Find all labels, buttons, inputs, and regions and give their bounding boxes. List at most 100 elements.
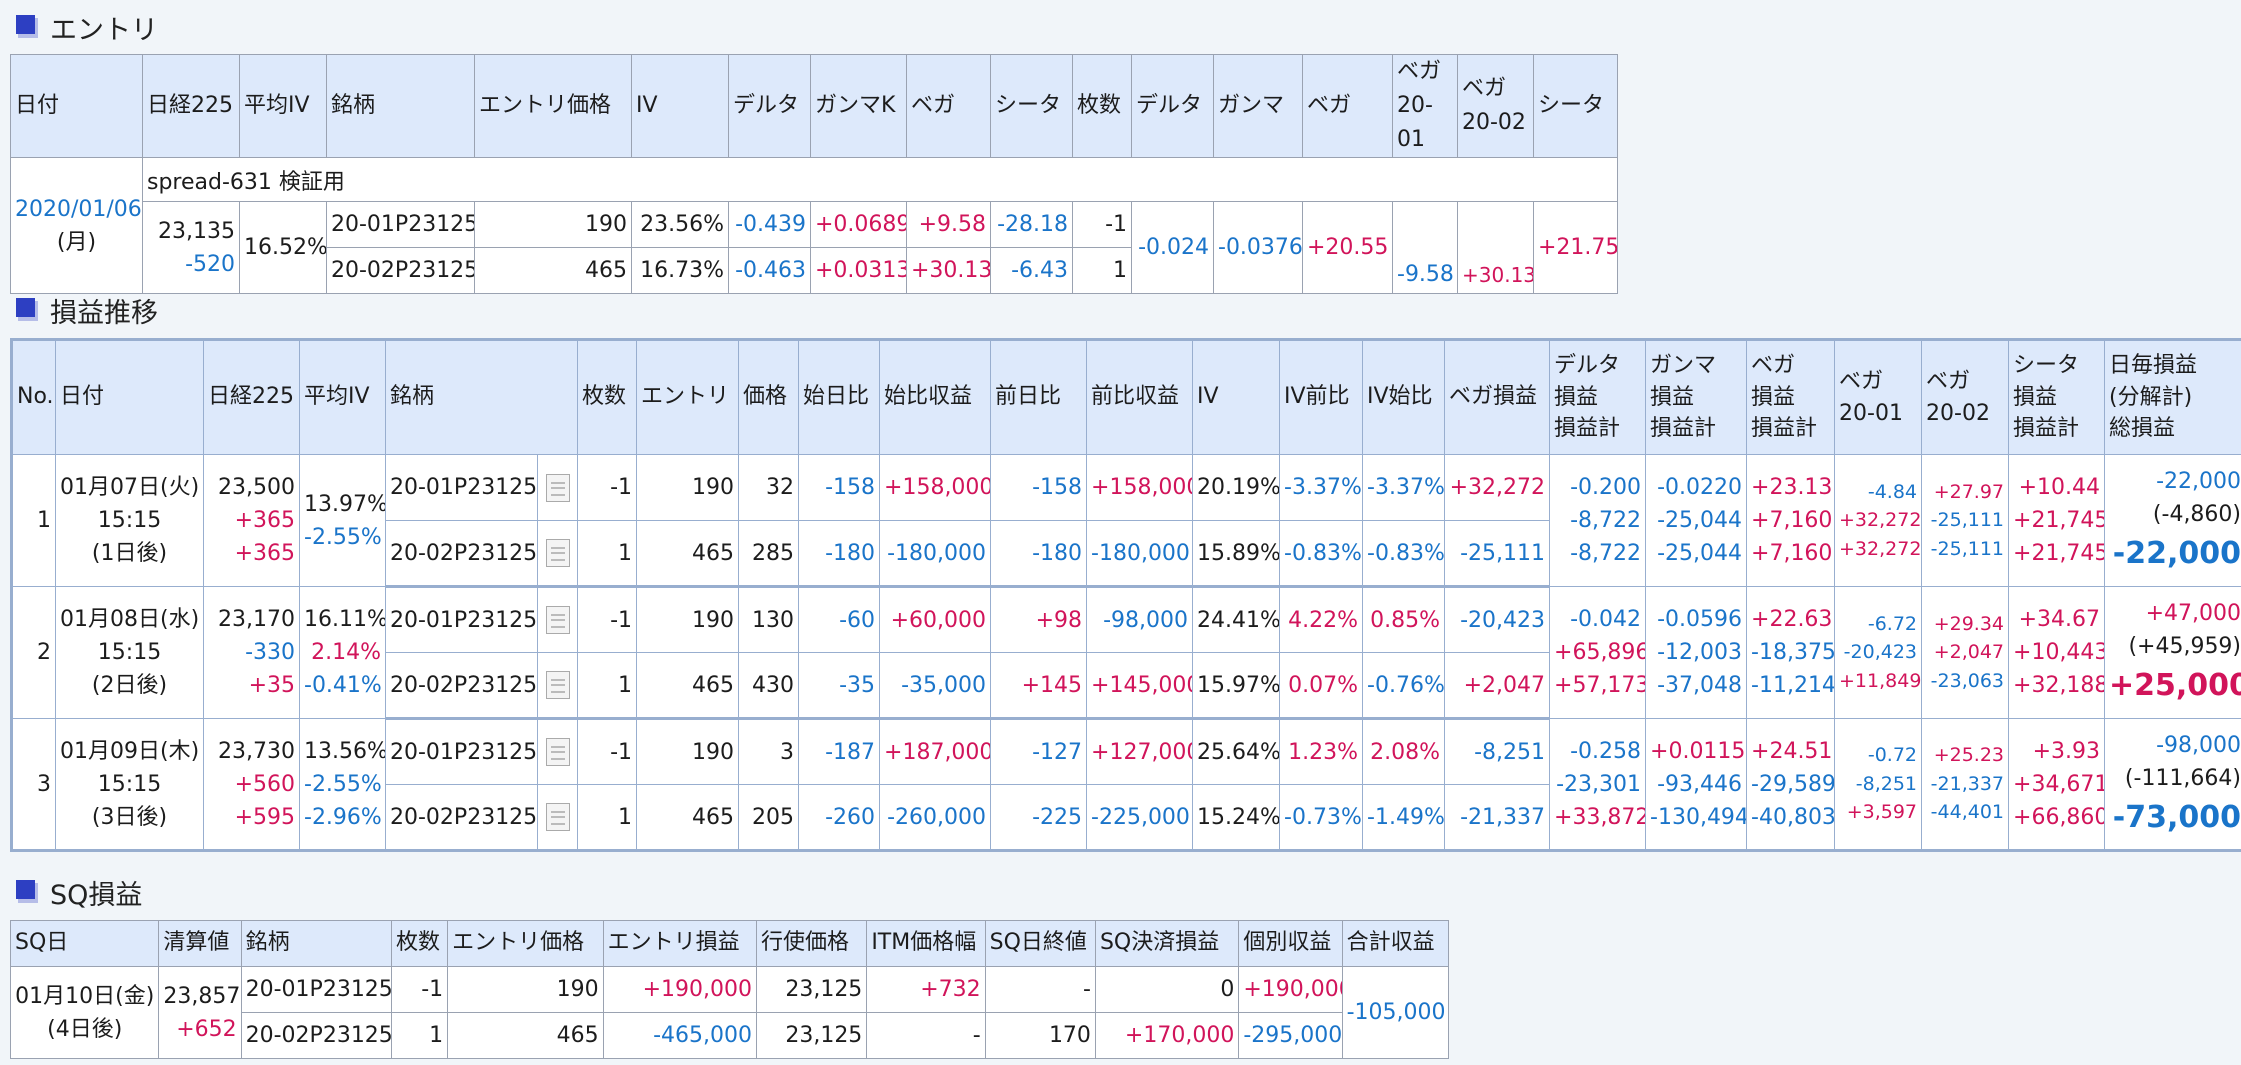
entry-total-gamma: -0.0376	[1213, 201, 1303, 295]
entry-theta: -28.18	[990, 201, 1073, 249]
pnl-iv: 25.64%	[1192, 718, 1281, 785]
pnl-vega-line: -40,803	[1751, 804, 1835, 830]
entry-price: 465	[474, 247, 632, 295]
pnl-memo-cell	[536, 652, 579, 720]
pnl-gamma-line: +0.0115	[1650, 738, 1746, 764]
pnl-delta-line: -0.258	[1570, 738, 1642, 764]
document-icon[interactable]	[545, 803, 570, 831]
pnl-vega-2002-line: -25,111	[1930, 537, 2005, 560]
pnl-vega-2001-line: +32,272	[1839, 537, 1922, 560]
pnl-symbol: 20-02P23125	[385, 652, 538, 720]
pnl-vega-2001-line: -6.72	[1867, 612, 1918, 635]
pnl-prev-diff: -127	[990, 718, 1088, 785]
document-icon[interactable]	[545, 473, 570, 502]
sq-header: SQ日	[9, 920, 160, 967]
pnl-gamma: -0.0220 -25,044 -25,044	[1645, 454, 1748, 587]
pnl-delta-line: +33,872	[1554, 804, 1646, 830]
pnl-nikkei-start: +365	[234, 541, 295, 566]
entry-total-theta: +21.75	[1533, 201, 1618, 295]
pnl-start-diff: -35	[798, 652, 881, 720]
pnl-vega-2002-line: +25.23	[1933, 744, 2005, 767]
pnl-entry: 465	[636, 652, 740, 720]
entry-header: ベガ 20-01	[1392, 53, 1458, 159]
pnl-prev-pnl: -225,000	[1086, 784, 1194, 852]
document-icon[interactable]	[545, 606, 570, 634]
pnl-delta-line: +57,173	[1554, 673, 1646, 698]
pnl-header: 銘柄	[384, 339, 579, 455]
pnl-vega-2001: -0.72 -8,251 +3,597	[1834, 718, 1923, 851]
pnl-daily-breakdown: (-4,860)	[2152, 502, 2241, 527]
entry-vega-2002: +30.13	[1457, 201, 1534, 295]
pnl-vega-2002-line: -25,111	[1930, 509, 2005, 532]
pnl-vega: +22.63 -18,375 -11,214	[1746, 586, 1836, 719]
pnl-prev-diff: -180	[990, 520, 1088, 588]
sq-qty: 1	[391, 1012, 449, 1059]
pnl-vega-2002-line: -21,337	[1930, 772, 2005, 795]
pnl-theta-line: +34,671	[2013, 771, 2105, 797]
pnl-entry: 465	[636, 784, 740, 852]
pnl-delta: -0.200 -8,722 -8,722	[1549, 454, 1647, 587]
pnl-header: 前日比	[990, 339, 1088, 455]
entry-header: ベガ	[906, 53, 991, 159]
pnl-start-diff: -180	[798, 520, 881, 588]
pnl-memo-cell	[536, 718, 579, 785]
pnl-iv: 20.19%	[1192, 454, 1281, 521]
sq-header: SQ決済損益	[1094, 920, 1240, 967]
sq-date-cell: 01月10日(金) (4日後)	[9, 966, 160, 1059]
pnl-prev-diff: -158	[990, 454, 1088, 521]
pnl-daily-breakdown: (+45,959)	[2128, 634, 2241, 659]
pnl-row: 20-02P23125 1 465 285 -180 -180,000 -180 -180,0…	[12, 520, 2241, 588]
pnl-iv: 15.97%	[1192, 652, 1281, 720]
pnl-header: 平均IV	[299, 339, 386, 455]
entry-header: デルタ	[728, 53, 811, 159]
section-square-icon	[16, 879, 46, 907]
entry-vega: +30.13	[906, 247, 991, 295]
sq-header: 行使価格	[756, 920, 868, 967]
entry-header: 銘柄	[326, 53, 475, 159]
pnl-memo-cell	[536, 586, 579, 653]
sq-strike: 23,125	[756, 1012, 868, 1059]
pnl-start-pnl: -35,000	[879, 652, 992, 720]
sq-elapsed: (4日後)	[47, 1016, 123, 1042]
pnl-price: 130	[738, 586, 800, 653]
document-icon[interactable]	[545, 539, 570, 567]
entry-date-link[interactable]: 2020/01/06	[15, 196, 142, 222]
pnl-date: 01月09日(木)	[60, 738, 200, 764]
pnl-date-cell: 01月07日(火) 15:15 (1日後)	[55, 454, 204, 587]
pnl-total-pnl: +25,000	[2109, 668, 2241, 703]
pnl-start-diff: -60	[798, 586, 881, 653]
pnl-delta-line: -23,301	[1556, 771, 1642, 797]
pnl-vega-2002-line: +27.97	[1933, 480, 2005, 503]
entry-header: 平均IV	[239, 53, 327, 159]
sq-header: ITM価格幅	[866, 920, 986, 967]
pnl-entry: 190	[636, 586, 740, 653]
sq-settle-change: +652	[176, 1016, 237, 1042]
pnl-prev-pnl: -180,000	[1086, 520, 1194, 588]
pnl-iv-start: -0.76%	[1362, 652, 1446, 720]
pnl-header: 価格	[738, 339, 800, 455]
pnl-symbol: 20-01P23125	[385, 454, 538, 521]
pnl-header: エントリ	[636, 339, 740, 455]
pnl-price: 430	[738, 652, 800, 720]
sq-strike: 23,125	[756, 966, 868, 1013]
pnl-vega-2001-line: +32,272	[1839, 509, 1922, 532]
entry-header: シータ	[1533, 53, 1618, 159]
pnl-elapsed: (3日後)	[91, 804, 168, 830]
sq-entry: 190	[447, 966, 604, 1013]
section-title-entry: エントリ	[16, 8, 158, 47]
sq-qty: -1	[391, 966, 449, 1013]
pnl-row: 20-02P23125 1 465 430 -35 -35,000 +145 +145,000…	[12, 652, 2241, 720]
pnl-vega-pnl: -25,111	[1444, 520, 1551, 588]
pnl-date-cell: 01月08日(水) 15:15 (2日後)	[55, 586, 204, 719]
pnl-iv-start: 2.08%	[1362, 718, 1446, 785]
document-icon[interactable]	[545, 738, 570, 766]
pnl-row: 1 01月07日(火) 15:15 (1日後) 23,500 +365 +365 13.97%…	[11, 454, 2241, 587]
pnl-table: No. 日付 日経225 平均IV 銘柄 枚数 エントリ 価格 始日比 始比収益 前日比 前比収益 IV…	[10, 338, 2241, 852]
pnl-qty: -1	[577, 454, 638, 521]
entry-header: デルタ	[1131, 53, 1214, 159]
pnl-nikkei-cell: 23,500 +365 +365	[203, 454, 300, 587]
document-icon[interactable]	[545, 671, 570, 699]
sq-header: SQ日終値	[984, 920, 1096, 967]
pnl-daily: -98,000 (-111,664) -73,000	[2104, 718, 2241, 851]
pnl-price: 32	[738, 454, 800, 521]
